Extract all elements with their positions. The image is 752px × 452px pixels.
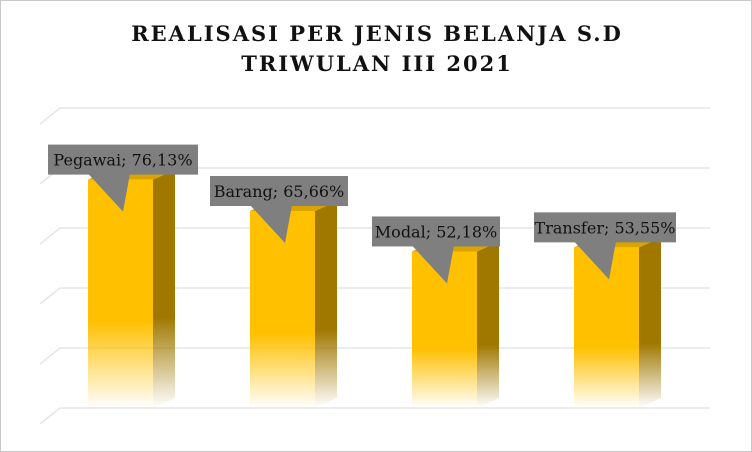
- gridline: [39, 107, 710, 125]
- bar-side: [477, 241, 499, 408]
- chart-title: REALISASI PER JENIS BELANJA S.D TRIWULAN…: [1, 19, 752, 79]
- bar-front: [250, 211, 315, 408]
- data-label: Barang; 65,66%: [210, 176, 348, 244]
- chart-title-line-1: REALISASI PER JENIS BELANJA S.D: [131, 21, 623, 46]
- data-label-box: [210, 176, 348, 207]
- data-label-pointer: [250, 205, 292, 244]
- data-labels: Pegawai; 76,13% Barang; 65,66% Modal; 52,1…: [48, 144, 676, 284]
- data-label: Transfer; 53,55%: [534, 212, 676, 280]
- data-label-box: [372, 216, 500, 247]
- data-label-box: [534, 212, 676, 243]
- data-label-pointer: [574, 241, 616, 280]
- bar-side: [153, 169, 175, 408]
- bar-side: [639, 237, 661, 408]
- data-label: Pegawai; 76,13%: [48, 144, 198, 212]
- data-label-text: Barang; 65,66%: [214, 182, 345, 201]
- bar-modal: [412, 241, 499, 408]
- bars: [88, 169, 661, 408]
- gridline: [39, 407, 710, 425]
- data-label-pointer: [412, 245, 454, 284]
- data-label-text: Pegawai; 76,13%: [53, 151, 192, 170]
- chart-title-line-2: TRIWULAN III 2021: [241, 51, 513, 76]
- data-label: Modal; 52,18%: [372, 216, 500, 284]
- bar-transfer: [574, 237, 661, 408]
- data-label-text: Transfer; 53,55%: [535, 218, 676, 237]
- data-label-text: Modal; 52,18%: [375, 222, 497, 241]
- bar-front: [88, 179, 153, 408]
- data-label-box: [48, 144, 198, 175]
- bar-barang: [250, 201, 337, 408]
- bar-side: [315, 201, 337, 408]
- data-label-pointer: [88, 173, 130, 212]
- bar-pegawai: [88, 169, 175, 408]
